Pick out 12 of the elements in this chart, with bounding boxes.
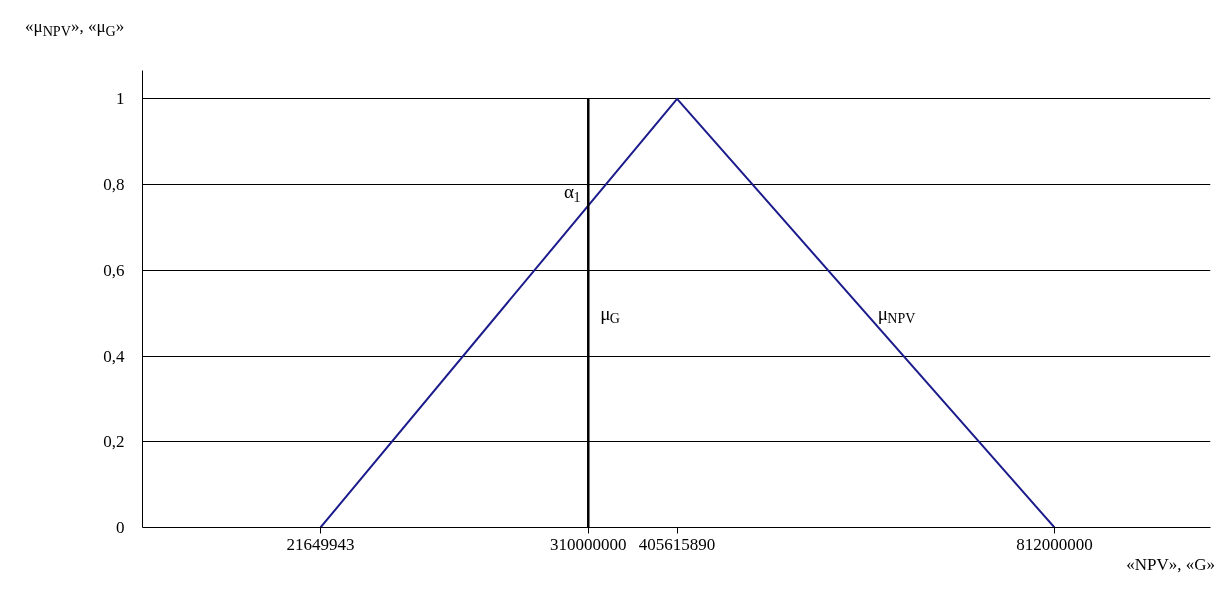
x-tick-label: 405615890 — [638, 534, 716, 554]
y-tick-label: 0,2 — [103, 432, 125, 452]
y-tick-label: 0,4 — [103, 346, 125, 366]
x-tick-label: 310000000 — [550, 534, 627, 554]
x-tick-label: 21649943 — [286, 534, 355, 554]
y-tick-label: 0,6 — [103, 260, 125, 280]
y-tick-label: 0 — [116, 518, 125, 537]
x-axis-title: «NPV», «G» — [1126, 554, 1215, 576]
y-tick-label: 1 — [116, 89, 125, 109]
y-tick-label: 0,8 — [103, 175, 125, 195]
y-axis-title: «μ$_{NPV}$», «μ$_{G}$» — [25, 16, 125, 42]
x-tick-label: 812000000 — [1016, 534, 1093, 554]
